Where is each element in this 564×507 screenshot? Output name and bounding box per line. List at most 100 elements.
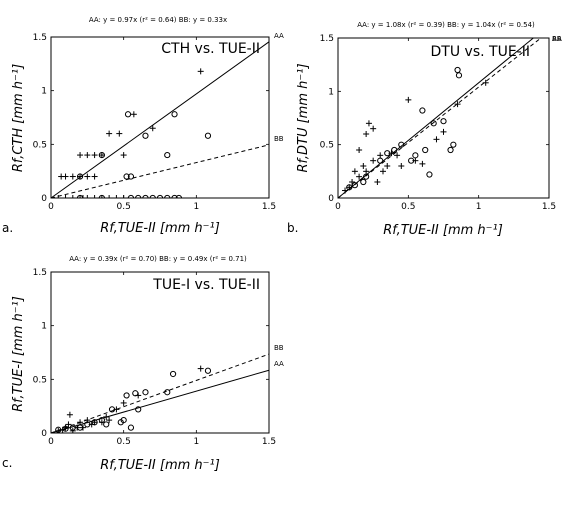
data-point-plus	[351, 168, 358, 175]
data-point-plus	[98, 195, 105, 198]
data-point-plus	[363, 168, 370, 175]
y-tick-label: 1.5	[33, 268, 47, 278]
data-point-plus	[346, 184, 353, 191]
data-point-circle	[91, 419, 98, 426]
x-tick-label: 0.5	[401, 202, 415, 212]
panel-c-frame	[50, 271, 270, 434]
fit-line-tag-AA: AA	[274, 360, 284, 368]
data-point-circle	[123, 392, 130, 399]
data-point-plus	[69, 173, 76, 180]
data-point-plus	[106, 417, 113, 424]
data-point-plus	[197, 68, 204, 75]
data-point-circle	[62, 425, 69, 432]
panel-b-ylabel: Rf,DTU [mm h⁻¹]	[296, 63, 311, 172]
data-point-plus	[77, 419, 84, 426]
panel-b-label: b.	[287, 221, 298, 235]
y-tick-label: 0	[41, 194, 47, 204]
data-point-circle	[142, 389, 149, 396]
data-point-circle	[135, 406, 142, 413]
panel-a-title: CTH vs. TUE-II	[161, 41, 260, 57]
panel-c-title: TUE-I vs. TUE-II	[152, 277, 260, 293]
y-tick-label: 0.5	[33, 375, 47, 385]
fit-line-tag-AA: AA	[274, 32, 284, 40]
fit-line-BB	[337, 37, 542, 199]
data-point-circle	[103, 421, 110, 428]
x-tick-label: 0	[48, 202, 54, 212]
x-tick-label: 1.5	[262, 437, 276, 447]
panel-a-label: a.	[2, 221, 13, 235]
panel-c-label: c.	[2, 456, 12, 470]
data-point-plus	[91, 419, 98, 426]
fit-line-AA	[50, 41, 270, 199]
data-point-circle	[127, 194, 135, 198]
data-point-plus	[55, 195, 62, 198]
data-point-circle	[123, 173, 130, 180]
data-point-circle	[76, 194, 84, 198]
data-point-plus	[120, 399, 127, 406]
fit-line-tag-BB: BB	[552, 35, 562, 43]
fit-line-tag-BB: BB	[274, 135, 284, 143]
data-point-circle	[156, 194, 164, 198]
fit-line-BB	[50, 144, 270, 199]
data-point-circle	[440, 118, 447, 125]
data-point-plus	[77, 152, 84, 159]
data-point-plus	[84, 152, 91, 159]
data-point-circle	[408, 157, 415, 164]
data-point-circle	[454, 66, 461, 74]
fit-line-BB	[50, 353, 270, 434]
data-point-circle	[447, 146, 454, 154]
data-point-circle	[426, 171, 433, 178]
data-point-plus	[394, 152, 401, 159]
fit-line-tag-BB: BB	[274, 344, 284, 352]
data-point-circle	[164, 389, 171, 396]
panel-b-points	[342, 66, 489, 194]
data-point-plus	[356, 147, 363, 153]
data-point-circle	[360, 178, 367, 186]
y-tick-label: 1	[328, 87, 334, 97]
data-point-plus	[69, 427, 76, 433]
data-point-circle	[422, 146, 429, 154]
data-point-circle	[419, 107, 426, 114]
data-point-circle	[412, 152, 419, 159]
data-point-plus	[370, 157, 377, 164]
x-tick-label: 1	[476, 202, 482, 212]
panel-a: AA: y = 0.97x (r² = 0.64) BB: y = 0.33x …	[2, 16, 284, 236]
data-point-circle	[76, 424, 84, 431]
data-point-plus	[103, 413, 110, 420]
x-tick-label: 0	[335, 202, 341, 212]
data-point-plus	[363, 131, 370, 137]
y-tick-label: 0	[41, 429, 47, 439]
data-point-plus	[149, 125, 156, 132]
data-point-circle	[171, 194, 178, 198]
data-point-circle	[108, 406, 116, 413]
data-point-circle	[55, 426, 62, 433]
panel-b-title: DTU vs. TUE-II	[431, 44, 530, 60]
y-tick-label: 0.5	[320, 141, 334, 151]
data-point-circle	[171, 111, 178, 118]
y-tick-label: 0	[328, 194, 334, 204]
x-tick-label: 1	[193, 437, 199, 447]
fit-line-tag-AA: AA	[552, 35, 562, 43]
data-point-plus	[365, 120, 372, 127]
data-point-plus	[120, 195, 127, 198]
panel-c-points	[55, 365, 212, 433]
panel-b-xlabel: Rf,TUE-II [mm h⁻¹]	[383, 223, 503, 238]
data-point-plus	[433, 136, 440, 143]
data-point-plus	[113, 195, 120, 198]
panel-a-fit-lines: AA BB	[50, 32, 284, 199]
data-point-circle	[204, 367, 212, 374]
data-point-plus	[454, 101, 461, 108]
data-point-circle	[69, 424, 76, 431]
panel-c-ylabel: Rf,TUE-I [mm h⁻¹]	[11, 296, 26, 412]
data-point-plus	[342, 187, 349, 194]
data-point-plus	[77, 195, 84, 198]
panel-c-ticks: 0 0.5 1 1.5 0 0.5 1 1.5	[33, 268, 276, 447]
data-point-plus	[66, 411, 73, 418]
data-point-plus	[106, 130, 113, 137]
data-point-plus	[91, 173, 98, 180]
data-point-circle	[363, 173, 370, 180]
y-tick-label: 0.5	[33, 140, 47, 150]
data-point-plus	[116, 130, 123, 137]
